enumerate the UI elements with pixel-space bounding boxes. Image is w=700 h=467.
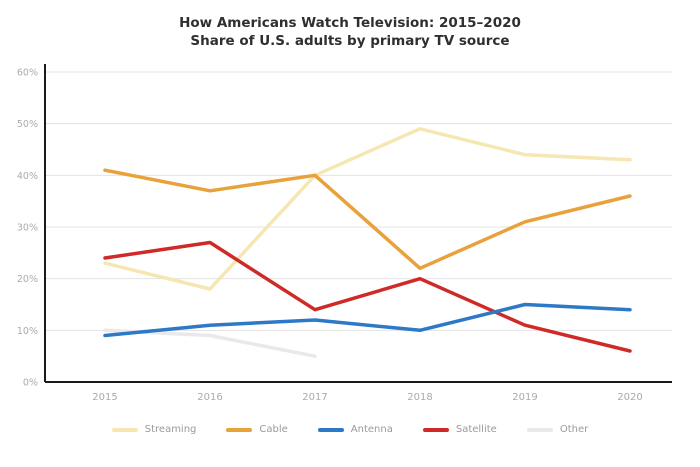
x-axis-tick-label: 2020 <box>617 392 642 403</box>
y-axis-tick-label: 20% <box>17 275 38 286</box>
y-axis-tick-label: 50% <box>17 120 38 131</box>
y-axis-tick-label: 30% <box>17 223 38 234</box>
series-line-other <box>103 328 317 359</box>
y-axis-tick-label: 40% <box>17 171 38 182</box>
legend-label: Cable <box>259 424 288 436</box>
y-axis-tick-label: 0% <box>23 378 38 389</box>
legend-label: Antenna <box>350 424 393 436</box>
x-axis-tick-label: 2015 <box>92 392 117 403</box>
x-axis-tick-label: 2018 <box>407 392 432 403</box>
legend-swatch <box>526 427 553 432</box>
legend-swatch <box>226 427 253 432</box>
legend-swatch <box>317 427 344 432</box>
y-axis-tick-label: 10% <box>17 326 38 337</box>
chart-legend: Streaming Cable Antenna Satellite Other <box>0 424 700 435</box>
line-chart: 0% 10% 20% 30% 40% 50% 60% 2015 2016 2017 2018 2019… <box>17 64 672 403</box>
series-line-antenna <box>103 303 632 338</box>
legend-item-cable: Cable <box>226 424 288 436</box>
legend-swatch <box>111 427 138 432</box>
legend-item-satellite: Satellite <box>422 424 497 436</box>
y-axis-tick-label: 60% <box>17 68 38 79</box>
legend-item-antenna: Antenna <box>317 424 393 436</box>
series-line-streaming <box>103 127 632 292</box>
chart-title: How Americans Watch Television: 2015–202… <box>179 14 521 50</box>
legend-label: Other <box>559 424 589 436</box>
legend-label: Satellite <box>455 424 497 436</box>
legend-item-other: Other <box>526 424 589 436</box>
series-line-cable <box>103 168 632 271</box>
legend-swatch <box>422 427 449 432</box>
x-axis-tick-label: 2017 <box>302 392 327 403</box>
chart-area: 0% 10% 20% 30% 40% 50% 60% 2015 2016 2017 2018 2019… <box>0 50 700 422</box>
legend-label: Streaming <box>144 424 197 436</box>
series-line-satellite <box>103 241 632 354</box>
legend-item-streaming: Streaming <box>111 424 197 436</box>
chart-title-line2: Share of U.S. adults by primary TV sourc… <box>190 33 510 50</box>
x-axis-tick-label: 2019 <box>512 392 537 403</box>
chart-title-line1: How Americans Watch Television: 2015–202… <box>179 15 521 31</box>
x-axis-tick-label: 2016 <box>197 392 222 403</box>
